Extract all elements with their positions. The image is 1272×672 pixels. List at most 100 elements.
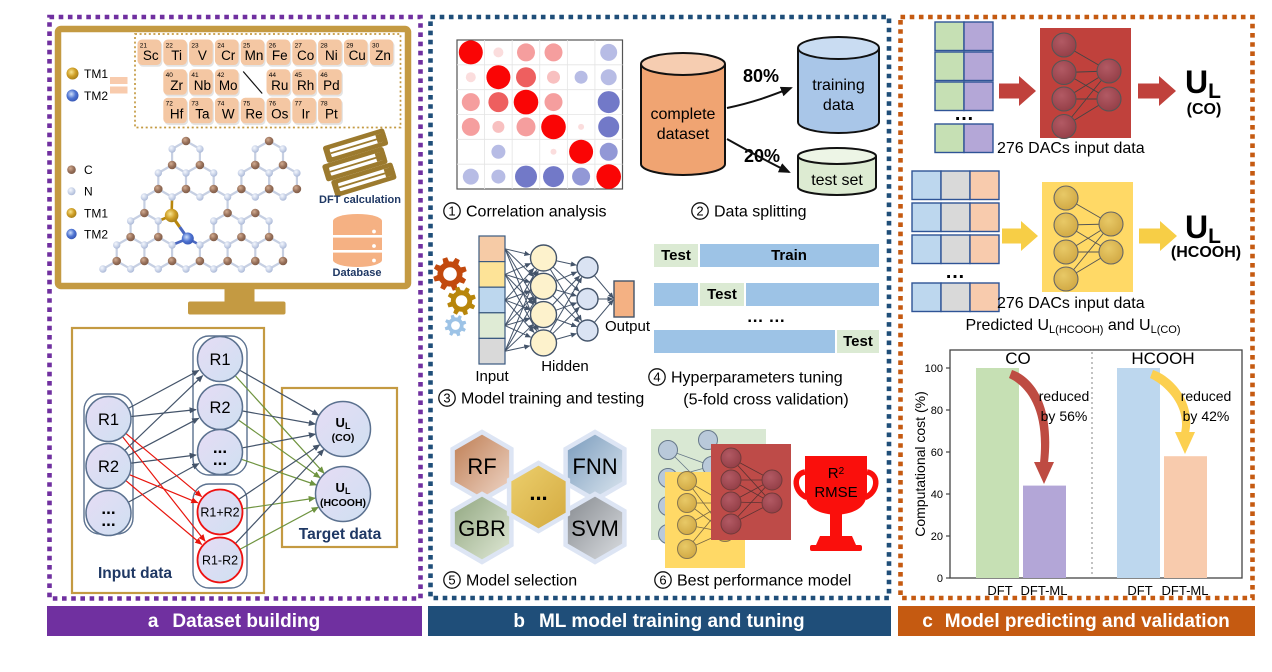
svg-text:Test: Test [707,286,737,303]
svg-text:Input: Input [475,368,509,385]
svg-text:Test: Test [843,333,873,350]
svg-text:RMSE: RMSE [814,484,857,501]
svg-text:bML model training and tuning: b ML model training and tuning [513,611,804,632]
svg-text:RF: RF [467,454,496,479]
svg-text:…: … [954,103,974,125]
svg-text:Test: Test [661,247,691,264]
svg-text:data: data [823,97,854,114]
svg-text:Mo: Mo [219,78,238,93]
svg-text:78: 78 [320,101,328,108]
svg-text:Best performance model: Best performance model [677,573,851,590]
svg-text:80%: 80% [743,66,779,86]
svg-text:1: 1 [448,204,455,219]
svg-text:...: ... [213,438,227,457]
svg-text:6: 6 [659,573,666,588]
svg-text:UL: UL [1185,209,1221,248]
svg-text:60: 60 [931,447,943,459]
svg-text:Correlation analysis: Correlation analysis [466,204,607,221]
svg-text:3: 3 [443,391,450,406]
svg-text:Computational cost (%): Computational cost (%) [912,391,928,537]
svg-text:5: 5 [448,573,455,588]
svg-text:R2: R2 [98,458,119,476]
svg-text:Ti: Ti [171,48,182,63]
svg-text:FNN: FNN [572,454,617,479]
svg-text:77: 77 [295,101,303,108]
svg-text:Cr: Cr [221,48,236,63]
svg-text:28: 28 [320,42,328,49]
svg-text:20%: 20% [744,146,780,166]
svg-text:23: 23 [191,42,199,49]
svg-text:training: training [812,77,864,94]
svg-text:DFT calculation: DFT calculation [319,194,401,206]
svg-text:27: 27 [295,42,303,49]
svg-text:Cu: Cu [349,48,366,63]
svg-text:73: 73 [191,101,199,108]
svg-text:DFT: DFT [1127,583,1152,598]
svg-text:…: … [945,261,965,283]
svg-text:Output: Output [605,318,651,335]
svg-text:...: ... [213,450,227,469]
svg-text:TM1: TM1 [84,206,108,220]
svg-text:40: 40 [166,72,174,79]
svg-text:Hf: Hf [170,106,184,121]
svg-text:29: 29 [346,42,354,49]
svg-text:GBR: GBR [458,516,506,541]
svg-text:21: 21 [140,42,148,49]
svg-text:R1: R1 [209,351,230,369]
svg-text:46: 46 [320,72,328,79]
svg-text:UL: UL [1185,64,1221,103]
svg-text:Database: Database [333,267,382,279]
svg-text:276 DACs input data: 276 DACs input data [997,140,1145,157]
svg-text:0: 0 [937,573,943,585]
svg-text:DFT-ML: DFT-ML [1162,583,1209,598]
svg-text:R1: R1 [98,411,119,429]
svg-text:42: 42 [217,72,225,79]
svg-text:40: 40 [931,489,943,501]
svg-text:Train: Train [771,247,807,264]
svg-text:276 DACs input data: 276 DACs input data [997,295,1145,312]
svg-text:Zn: Zn [375,48,391,63]
svg-text:22: 22 [166,42,174,49]
svg-text:R1+R2: R1+R2 [200,506,239,520]
svg-text:...: ... [101,499,115,518]
svg-text:TM1: TM1 [84,67,108,81]
svg-text:44: 44 [269,72,277,79]
svg-text:Ni: Ni [325,48,338,63]
svg-text:Mn: Mn [245,48,264,63]
svg-text:TM2: TM2 [84,89,108,103]
svg-text:Target data: Target data [299,526,382,543]
svg-text:(CO): (CO) [332,432,355,444]
svg-text:Model selection: Model selection [466,573,577,590]
svg-text:(HCOOH): (HCOOH) [320,497,366,509]
svg-text:DFT-ML: DFT-ML [1021,583,1068,598]
svg-text:41: 41 [191,72,199,79]
svg-text:75: 75 [243,101,251,108]
svg-text:reduced: reduced [1039,388,1090,404]
svg-text:W: W [222,106,235,121]
svg-text:(CO): (CO) [1187,101,1222,118]
svg-text:dataset: dataset [657,126,710,143]
svg-text:Hyperparameters tuning: Hyperparameters tuning [671,370,843,387]
svg-text:R2: R2 [209,399,230,417]
svg-text:4: 4 [653,370,660,385]
svg-text:80: 80 [931,405,943,417]
svg-text:...: ... [529,480,547,505]
svg-text:test set: test set [811,172,863,189]
svg-text:(HCOOH): (HCOOH) [1171,244,1241,261]
svg-text:100: 100 [925,363,943,375]
svg-text:Input data: Input data [98,565,172,582]
svg-text:V: V [198,48,207,63]
svg-text:20: 20 [931,531,943,543]
svg-text:74: 74 [217,101,225,108]
svg-text:DFT: DFT [987,583,1012,598]
svg-text:Os: Os [271,106,289,121]
svg-text:Nb: Nb [194,78,211,93]
svg-text:Pd: Pd [323,78,340,93]
svg-text:Re: Re [245,106,262,121]
svg-text:R1-R2: R1-R2 [202,554,238,568]
svg-text:30: 30 [372,42,380,49]
svg-text:Ir: Ir [301,106,310,121]
svg-text:CO: CO [1005,349,1031,368]
